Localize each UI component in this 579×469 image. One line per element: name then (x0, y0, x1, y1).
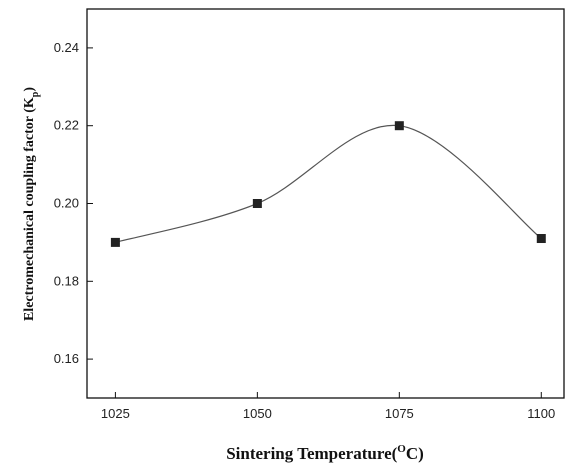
x-axis-title: Sintering Temperature(OC) (226, 443, 424, 463)
x-tick-label: 1025 (101, 406, 130, 421)
data-point (536, 234, 546, 244)
plot-frame (86, 8, 565, 399)
y-tick-label: 0.20 (54, 196, 79, 211)
x-axis-title-sup: O (397, 443, 406, 455)
x-tick-label: 1050 (243, 406, 272, 421)
series-line (115, 124, 542, 243)
x-tick-label: 1075 (385, 406, 414, 421)
y-axis-title: Electromechanical coupling factor (Kp) (22, 87, 41, 321)
y-axis-title-tail: ) (22, 87, 37, 92)
data-point (394, 121, 404, 131)
y-tick-label: 0.22 (54, 118, 79, 133)
data-point (110, 237, 120, 247)
y-tick-label: 0.16 (54, 351, 79, 366)
y-tick-label: 0.18 (54, 273, 79, 288)
data-point (252, 199, 262, 208)
x-axis-title-tail: C) (406, 444, 424, 463)
y-axis-title-sub: p (30, 91, 41, 97)
y-axis-title-main: Electromechanical coupling factor (K (22, 97, 37, 321)
x-tick-label: 1100 (527, 406, 555, 421)
x-axis-title-main: Sintering Temperature( (226, 444, 397, 463)
data-markers (110, 121, 546, 247)
ticks: 1025 1050 1075 1100 0.16 0.18 0.20 0.22 0.24 (54, 40, 556, 421)
y-tick-label: 0.24 (54, 40, 79, 55)
